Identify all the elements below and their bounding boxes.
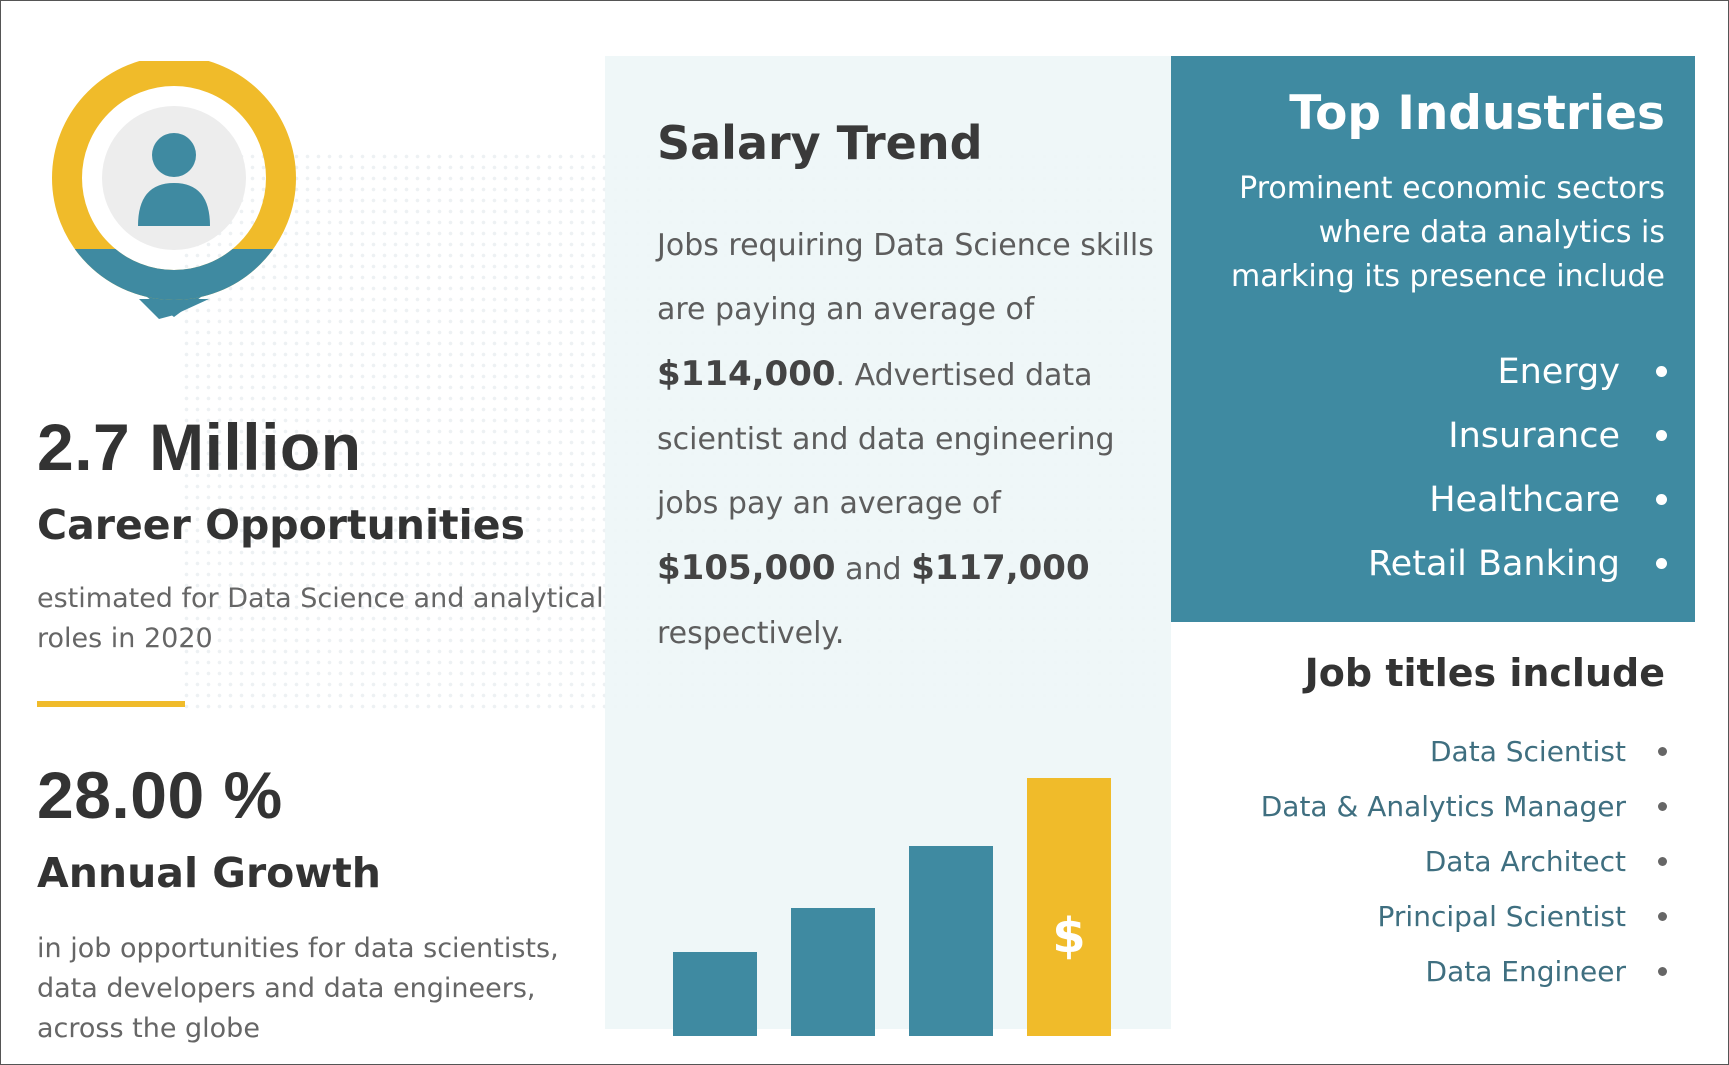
job-title-list: Data Scientist Data & Analytics Manager …: [1261, 724, 1667, 999]
industry-label: Energy: [1497, 352, 1620, 392]
salary-text-1: Jobs requiring Data Science skills are p…: [657, 228, 1154, 327]
list-item: Data Engineer: [1261, 944, 1667, 999]
salary-amount-engineer: $117,000: [911, 548, 1090, 588]
top-industries-title: Top Industries: [1289, 86, 1665, 141]
salary-text-2: . Advertised data scientist and data eng…: [657, 358, 1115, 521]
stat-value-opportunities: 2.7 Million: [37, 410, 362, 484]
stat-value-growth: 28.00 %: [37, 758, 283, 832]
stat-title-growth: Annual Growth: [37, 849, 381, 897]
salary-bar-graphic: $: [673, 778, 1111, 1036]
industry-label: Retail Banking: [1367, 544, 1620, 584]
job-title-label: Principal Scientist: [1377, 900, 1626, 933]
salary-text-3: and: [845, 552, 902, 587]
job-title-label: Data Scientist: [1430, 735, 1626, 768]
list-item: Energy: [1368, 340, 1667, 404]
accent-divider: [37, 701, 185, 707]
top-industries-panel: Top Industries Prominent economic sector…: [1171, 56, 1695, 622]
stat-description-opportunities: estimated for Data Science and analytica…: [37, 583, 604, 654]
bullet-dot-icon: [1656, 429, 1667, 441]
user-location-icon: [52, 61, 296, 319]
salary-amount-scientist: $105,000: [657, 548, 836, 588]
stat-title-opportunities: Career Opportunities: [37, 501, 525, 549]
stat-description-growth: in job opportunities for data scientists…: [37, 933, 559, 1044]
salary-bar-4: [1027, 778, 1111, 1036]
salary-text-4: respectively.: [657, 616, 845, 651]
list-item: Principal Scientist: [1261, 889, 1667, 944]
bullet-dot-icon: [1658, 856, 1667, 866]
salary-bar-1: [673, 952, 757, 1036]
salary-trend-text: Jobs requiring Data Science skills are p…: [657, 214, 1157, 666]
industry-list: Energy Insurance Healthcare Retail Banki…: [1368, 340, 1667, 596]
bullet-dot-icon: [1658, 801, 1667, 811]
job-title-label: Data Engineer: [1425, 955, 1626, 988]
list-item: Insurance: [1368, 404, 1667, 468]
list-item: Data Scientist: [1261, 724, 1667, 779]
list-item: Data Architect: [1261, 834, 1667, 889]
salary-bar-3: [909, 846, 993, 1036]
industry-label: Healthcare: [1429, 480, 1620, 520]
bullet-dot-icon: [1656, 557, 1667, 569]
list-item: Retail Banking: [1368, 532, 1667, 596]
list-item: Data & Analytics Manager: [1261, 779, 1667, 834]
bullet-dot-icon: [1658, 746, 1667, 756]
industries-jobs-column: Top Industries Prominent economic sector…: [1171, 56, 1695, 1029]
industry-label: Insurance: [1448, 416, 1620, 456]
list-item: Healthcare: [1368, 468, 1667, 532]
salary-trend-title: Salary Trend: [657, 116, 983, 170]
career-stats-column: 2.7 Million Career Opportunities estimat…: [1, 1, 604, 1064]
bullet-dot-icon: [1658, 911, 1667, 921]
bullet-dot-icon: [1658, 966, 1667, 976]
job-titles-heading: Job titles include: [1304, 651, 1665, 695]
job-title-label: Data & Analytics Manager: [1260, 790, 1626, 823]
bullet-dot-icon: [1656, 493, 1667, 505]
bullet-dot-icon: [1656, 365, 1667, 377]
top-industries-subtitle: Prominent economic sectors where data an…: [1231, 171, 1665, 294]
dollar-icon: $: [1052, 908, 1085, 964]
job-title-label: Data Architect: [1424, 845, 1626, 878]
salary-amount-average: $114,000: [657, 354, 836, 394]
salary-trend-panel: Salary Trend Jobs requiring Data Science…: [605, 56, 1171, 1036]
salary-bar-2: [791, 908, 875, 1036]
